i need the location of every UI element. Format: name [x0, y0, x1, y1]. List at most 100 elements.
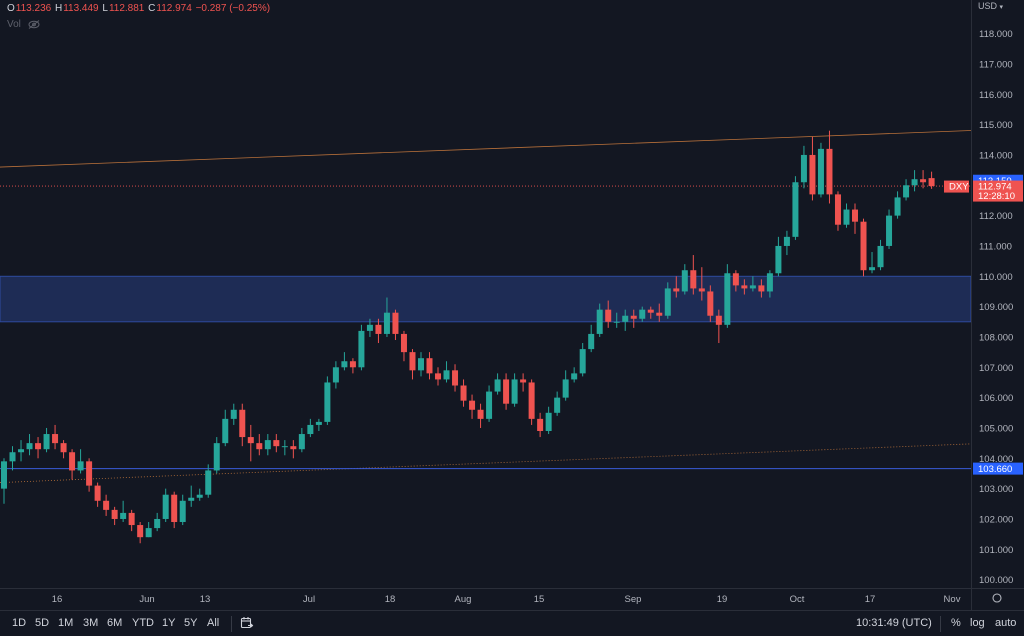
candle-body	[834, 194, 841, 225]
y-tick-label: 116.000	[979, 90, 1013, 101]
candle-body	[800, 154, 807, 183]
candle-body	[571, 373, 578, 380]
candle-body	[26, 443, 33, 450]
resistance-zone	[0, 275, 972, 323]
auto-toggle[interactable]: auto	[995, 617, 1017, 629]
range-3m[interactable]: 3M	[83, 617, 99, 629]
candle-body	[298, 434, 305, 450]
bottom-toolbar: 1D 5D 1M 3M 6M YTD 1Y 5Y All 10:31:49 (U…	[0, 610, 1024, 636]
high-label: H	[54, 3, 63, 14]
y-tick-label: 112.000	[979, 211, 1013, 222]
y-tick-label: 107.000	[979, 363, 1013, 374]
countdown-label: 12:28:10	[978, 191, 1015, 202]
settings-gear-icon[interactable]	[992, 593, 1002, 603]
close-value: 112.974	[156, 3, 192, 14]
candle-body	[290, 446, 297, 450]
range-1m[interactable]: 1M	[58, 617, 74, 629]
change-value: −0.287 (−0.25%)	[195, 3, 271, 14]
candle-body	[596, 309, 603, 334]
clock-time[interactable]: 10:31:49 (UTC)	[856, 617, 932, 629]
chart-area[interactable]: 118.000117.000116.000115.000114.000113.0…	[0, 0, 1024, 610]
range-1y[interactable]: 1Y	[162, 617, 176, 629]
candle-body	[647, 309, 654, 313]
volume-label: Vol	[7, 19, 21, 30]
range-ytd[interactable]: YTD	[132, 617, 154, 629]
y-tick-label: 104.000	[979, 454, 1013, 465]
chevron-down-icon: ▾	[999, 4, 1004, 11]
candle-body	[886, 215, 893, 246]
candle-body	[120, 512, 127, 519]
ohlc-legend: O113.236 H113.449 L112.881 C112.974 −0.2…	[7, 3, 271, 14]
candle-body	[664, 288, 671, 316]
candle-body	[511, 379, 518, 404]
range-5y[interactable]: 5Y	[184, 617, 198, 629]
range-5d[interactable]: 5D	[35, 617, 50, 629]
candle-body	[128, 512, 135, 526]
candle-body	[154, 518, 161, 529]
x-tick-label: Jun	[139, 594, 154, 605]
volume-legend[interactable]: Vol	[7, 19, 40, 30]
candle-body	[188, 497, 195, 501]
candle-body	[732, 273, 739, 286]
candle-body	[435, 373, 442, 380]
candle-body	[690, 270, 697, 289]
last-close-label: 112.974	[978, 182, 1012, 193]
candle-body	[920, 179, 927, 183]
range-6m[interactable]: 6M	[107, 617, 123, 629]
candle-body	[239, 409, 246, 438]
candle-body	[222, 418, 229, 444]
candlestick-chart[interactable]: 118.000117.000116.000115.000114.000113.0…	[0, 0, 1024, 610]
candle-body	[358, 330, 365, 368]
y-tick-label: 105.000	[979, 423, 1013, 434]
candle-body	[520, 379, 527, 383]
range-1d[interactable]: 1D	[12, 617, 27, 629]
candle-body	[613, 321, 620, 323]
currency-label[interactable]: USD ▾	[978, 1, 1004, 11]
open-label: O	[7, 3, 15, 14]
candle-body	[673, 288, 680, 292]
candle-body	[749, 285, 756, 289]
candle-body	[366, 324, 373, 331]
y-tick-label: 106.000	[979, 393, 1013, 404]
candle-body	[273, 440, 280, 447]
candle-body	[77, 461, 84, 471]
symbol-label: DXY	[949, 182, 969, 193]
eye-hidden-icon[interactable]	[28, 19, 40, 29]
candle-body	[375, 324, 382, 334]
candle-body	[605, 309, 612, 322]
toolbar-divider	[940, 616, 941, 632]
candle-body	[860, 221, 867, 271]
y-tick-label: 117.000	[979, 59, 1013, 70]
candle-body	[417, 358, 424, 371]
percent-toggle[interactable]: %	[951, 617, 961, 629]
candle-body	[579, 349, 586, 374]
candle-body	[869, 267, 876, 271]
y-tick-label: 100.000	[979, 575, 1013, 586]
candle-body	[171, 494, 178, 523]
low-label: L	[102, 3, 108, 14]
x-tick-label: 13	[200, 594, 211, 605]
range-all[interactable]: All	[207, 617, 220, 629]
candle-body	[537, 418, 544, 432]
candle-body	[809, 154, 816, 195]
candle-body	[681, 270, 688, 292]
y-tick-label: 108.000	[979, 332, 1013, 343]
candle-body	[741, 285, 748, 289]
candle-body	[60, 443, 67, 453]
candle-body	[554, 397, 561, 413]
candle-body	[817, 148, 824, 195]
toolbar-divider	[231, 616, 232, 632]
candle-body	[307, 424, 314, 435]
candle-body	[332, 367, 339, 383]
candle-body	[9, 452, 16, 462]
candle-body	[230, 409, 237, 419]
candle-body	[35, 443, 42, 450]
log-toggle[interactable]: log	[970, 617, 985, 629]
candle-body	[588, 333, 595, 350]
open-value: 113.236	[15, 3, 52, 14]
calendar-goto-icon[interactable]	[240, 616, 254, 633]
candle-body	[86, 461, 93, 486]
symbol-badge	[944, 180, 969, 193]
y-tick-label: 109.000	[979, 302, 1013, 313]
x-tick-label: 16	[52, 594, 63, 605]
